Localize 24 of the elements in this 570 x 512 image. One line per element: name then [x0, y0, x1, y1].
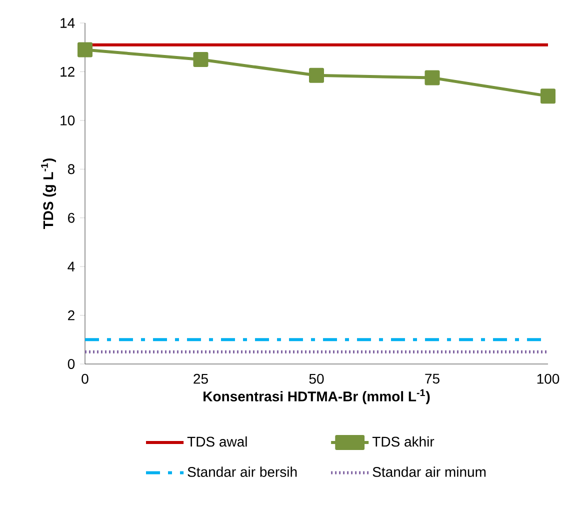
y-tick-label: 2 — [68, 310, 74, 320]
x-tick-label: 100 — [537, 374, 560, 384]
point — [540, 88, 556, 104]
y-tick-label: 12 — [60, 66, 74, 77]
legend-label: Standar air bersih — [188, 466, 297, 477]
text: TDS (g L$^{-1}$) — [41, 158, 56, 230]
x-tick-label: 25 — [194, 374, 208, 384]
point — [193, 52, 208, 68]
y-tick-label: 14 — [60, 18, 75, 28]
text: Konsentrasi HDTMA-Br (mmol L$^{-1}$) — [204, 389, 430, 404]
y-tick-label: 0 — [68, 359, 75, 369]
y-tick-label: 10 — [60, 115, 75, 126]
legend-label: Standar air minum — [372, 466, 486, 477]
point — [424, 70, 440, 86]
y-tick-label: 8 — [68, 164, 75, 174]
legend-label: TDS akhir — [372, 436, 434, 447]
x-tick-label: 0 — [82, 374, 88, 384]
legend-label: TDS awal — [187, 436, 247, 447]
point — [309, 68, 324, 83]
x-tick-label: 50 — [309, 374, 324, 384]
y-tick-label: 4 — [68, 262, 75, 272]
y-tick-label: 6 — [68, 212, 75, 223]
x-tick-label: 75 — [425, 374, 440, 384]
point — [78, 42, 92, 58]
